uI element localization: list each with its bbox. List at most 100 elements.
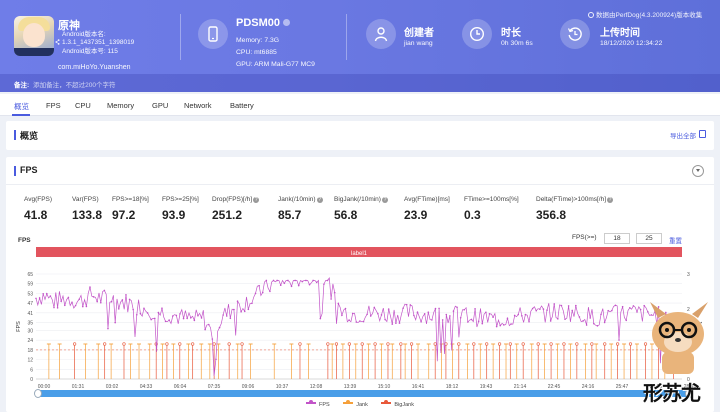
fps-metric: Drop(FPS)[/h]? 251.2 xyxy=(212,196,260,222)
fps-point xyxy=(161,307,163,309)
x-tick-label: 19:43 xyxy=(480,384,493,390)
export-icon[interactable] xyxy=(699,130,706,138)
tab-fps[interactable]: FPS xyxy=(46,101,61,110)
tab-memory[interactable]: Memory xyxy=(107,101,135,110)
fps-card: FPS Avg(FPS) 41.8 Var(FPS) 133.8 FPS>=18[%] 9… xyxy=(6,157,714,412)
note-bar[interactable]: 备注: 添加备注，不超过200个字符 xyxy=(0,74,720,92)
fps-point xyxy=(305,279,307,282)
fps-point xyxy=(99,301,102,304)
fps-chart[interactable]: label106121824303541475359650123FPSJank0… xyxy=(6,245,714,390)
scrollbar-right-handle[interactable] xyxy=(685,389,693,398)
share-icon[interactable] xyxy=(55,39,60,45)
legend-item-jank[interactable]: Jank xyxy=(343,400,368,408)
metric-label: BigJank(/10min)? xyxy=(334,196,388,203)
fps-point xyxy=(413,314,415,317)
fps-point xyxy=(600,313,602,316)
metric-value: 356.8 xyxy=(536,208,567,222)
metric-label: Drop(FPS)[/h]? xyxy=(212,196,260,203)
fps-point xyxy=(103,289,106,292)
help-icon[interactable]: ? xyxy=(607,197,614,203)
fps-point xyxy=(143,307,145,310)
x-tick-label: 25:47 xyxy=(616,384,629,390)
fps-point xyxy=(42,292,44,295)
x-tick-label: 15:10 xyxy=(378,384,391,390)
legend-item-bigjank[interactable]: BigJank xyxy=(381,400,414,408)
collapse-toggle-icon[interactable] xyxy=(692,165,704,177)
tab-network[interactable]: Network xyxy=(184,101,212,110)
y-tick-label: 59 xyxy=(27,282,33,288)
fps-point xyxy=(531,307,534,310)
fps-point xyxy=(395,322,397,324)
fps-point xyxy=(416,311,419,313)
bigjank-marker xyxy=(575,342,579,346)
y-axis-label: FPS xyxy=(16,321,22,332)
report-header: 原神 Android版本名: 1.3.1_1437351_1398019 And… xyxy=(0,0,720,92)
bigjank-marker xyxy=(457,342,461,346)
bigjank-marker xyxy=(472,342,476,346)
bigjank-marker xyxy=(122,342,126,346)
fps-point xyxy=(341,314,343,317)
threshold-input-1[interactable]: 18 xyxy=(604,233,630,244)
metric-label: Delta(FTime)>100ms[/h]? xyxy=(536,196,614,203)
fps-point xyxy=(333,291,336,294)
y-tick-label: 41 xyxy=(27,311,33,317)
scrollbar-left-handle[interactable] xyxy=(34,389,42,398)
metric-value: 41.8 xyxy=(24,208,48,222)
scrollbar-thumb[interactable] xyxy=(36,390,691,397)
help-icon[interactable]: ? xyxy=(381,197,388,203)
bigjank-marker xyxy=(298,342,302,346)
fps-point xyxy=(89,286,91,288)
metric-value: 133.8 xyxy=(72,208,103,222)
fps-point xyxy=(272,279,275,282)
bigjank-marker xyxy=(628,342,633,346)
bigjank-marker xyxy=(562,342,566,346)
creator-label: 创建者 xyxy=(404,28,434,39)
legend-item-fps[interactable]: FPS xyxy=(306,400,330,408)
fps-point xyxy=(200,317,203,319)
bigjank-marker xyxy=(521,342,525,346)
fps-point xyxy=(524,313,527,316)
fps-point xyxy=(459,316,462,319)
metric-label: Avg(FPS) xyxy=(24,196,53,203)
reset-button[interactable]: 重置 xyxy=(669,238,682,245)
tab-overview[interactable]: 概览 xyxy=(14,102,29,111)
fps-point xyxy=(132,308,134,311)
fps-point xyxy=(391,323,394,325)
bigjank-marker xyxy=(643,342,648,346)
history-icon-circle xyxy=(560,19,590,49)
fps-point xyxy=(409,304,412,306)
help-icon[interactable]: ? xyxy=(253,197,260,203)
x-tick-label: 04:33 xyxy=(140,384,153,390)
y2-tick-label: 2 xyxy=(687,307,690,313)
watermark-text: 形苏尤 xyxy=(643,383,701,405)
tab-battery[interactable]: Battery xyxy=(230,101,254,110)
help-icon[interactable]: ? xyxy=(316,197,323,203)
fps-point xyxy=(488,313,491,315)
fps-point xyxy=(315,281,318,284)
bigjank-marker xyxy=(508,342,512,346)
fps-point xyxy=(323,283,325,285)
tab-gpu[interactable]: GPU xyxy=(152,101,169,110)
fps-point xyxy=(222,314,224,316)
bigjank-marker xyxy=(497,342,502,346)
header-divider xyxy=(346,14,347,60)
fps-metric: Avg(FTime)[ms] 23.9 xyxy=(404,196,450,222)
fps-point xyxy=(312,279,314,282)
fps-point xyxy=(549,320,552,322)
device-model: PDSM00 xyxy=(236,17,291,29)
chart-scrollbar[interactable] xyxy=(34,389,693,398)
edit-icon[interactable] xyxy=(283,19,291,26)
fps-point xyxy=(618,339,620,341)
threshold-input-2[interactable]: 25 xyxy=(636,233,662,244)
device-memory: Memory: 7.3G xyxy=(236,37,280,44)
fps-point xyxy=(643,304,646,307)
fps-point xyxy=(362,320,365,323)
export-all-button[interactable]: 导出全部 xyxy=(670,133,696,140)
x-tick-label: 21:14 xyxy=(514,384,527,390)
x-tick-label: 24:16 xyxy=(582,384,595,390)
note-input[interactable]: 添加备注，不超过200个字符 xyxy=(33,82,116,89)
fps-point xyxy=(243,310,246,313)
upload-time-value: 18/12/2020 12:34:22 xyxy=(600,40,663,47)
fps-point xyxy=(575,304,577,307)
tab-cpu[interactable]: CPU xyxy=(75,101,91,110)
